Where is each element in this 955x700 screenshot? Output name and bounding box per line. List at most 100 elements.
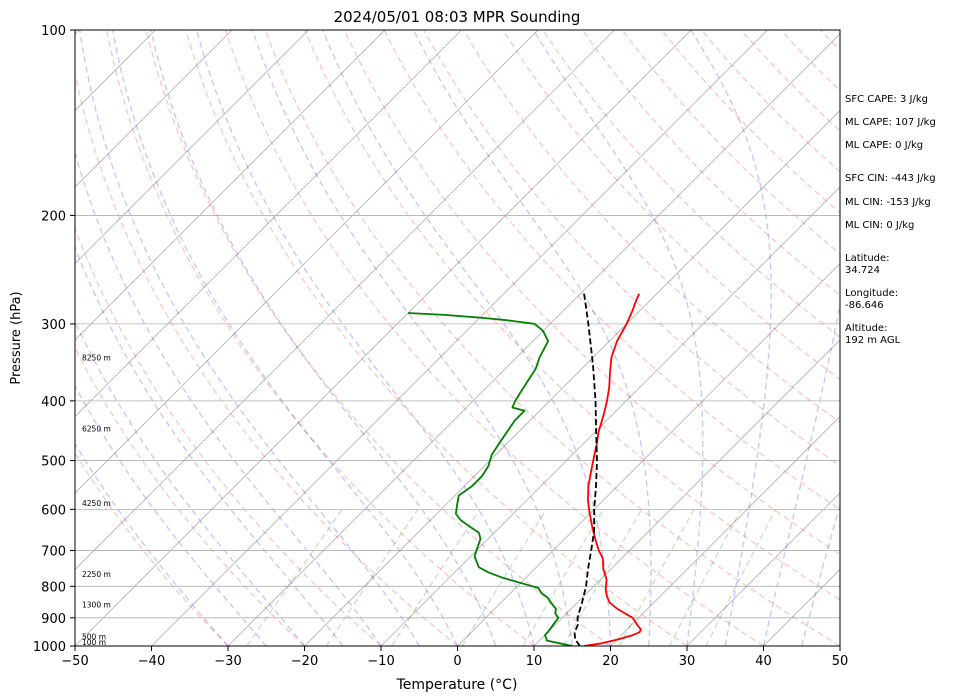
x-tick-label: 20: [602, 654, 619, 669]
height-label: 2250 m: [82, 570, 111, 579]
dry-adiabat-line: [185, 30, 688, 646]
profile-line: [573, 293, 598, 646]
x-axis: −50 −40 −30 −20 −10 0 10 20 30 40 50: [61, 646, 848, 669]
height-label: 4250 m: [82, 499, 111, 508]
moist-adiabat-line: [690, 30, 772, 646]
height-label: 500 m: [82, 633, 106, 642]
reference-lines: [0, 30, 840, 646]
dry-adiabat-line: [661, 30, 840, 214]
y-tick-label: 900: [41, 612, 66, 627]
x-tick-label: 10: [526, 654, 543, 669]
moist-adiabat-line: [195, 30, 535, 646]
isotherm-line: [75, 30, 692, 646]
annotation-text: SFC CAPE: 3 J/kg: [845, 94, 928, 105]
moist-adiabat-line: [412, 30, 652, 646]
moist-adiabat-line: [75, 150, 382, 646]
height-label: 6250 m: [82, 424, 111, 433]
mixing-ratio-line: [618, 508, 695, 646]
y-tick-label: 800: [41, 580, 66, 595]
x-tick-label: 0: [453, 654, 461, 669]
moist-adiabat-line: [150, 30, 497, 646]
x-tick-label: −40: [138, 654, 165, 669]
height-label: 100 m: [82, 638, 106, 647]
dry-adiabat-line: [423, 30, 840, 467]
x-axis-label: Temperature (°C): [396, 677, 518, 693]
dry-adiabat-line: [105, 30, 535, 646]
annotation-text: SFC CIN: -443 J/kg: [845, 173, 936, 184]
profile-line: [583, 293, 642, 646]
moist-adiabat-line: [251, 30, 573, 646]
y-tick-label: 500: [41, 455, 66, 470]
annotation-text: ML CIN: 0 J/kg: [845, 220, 915, 231]
dry-adiabat-line: [264, 30, 840, 646]
x-tick-label: −30: [214, 654, 241, 669]
isotherm-line: [75, 30, 539, 494]
isotherm-line: [686, 492, 840, 646]
dry-adiabat-line: [383, 30, 840, 511]
dry-adiabat-line: [304, 30, 840, 601]
mixing-ratio-line: [562, 508, 643, 646]
y-tick-label: 600: [41, 503, 66, 518]
dry-adiabat-line: [75, 226, 382, 646]
y-axis: 100 200 300 400 500 600 700 800 900 1000: [33, 24, 75, 655]
moist-adiabat-line: [79, 30, 420, 646]
isotherm-line: [227, 33, 840, 646]
dry-adiabat-line: [145, 30, 611, 646]
isotherm-line: [610, 415, 840, 646]
x-tick-label: −20: [291, 654, 318, 669]
annotation-text: ML CIN: -153 J/kg: [845, 197, 931, 208]
dry-adiabat-line: [224, 30, 764, 646]
x-tick-label: −50: [61, 654, 88, 669]
y-axis-label: Pressure (hPa): [9, 291, 24, 384]
isotherm-line: [0, 30, 3, 646]
isotherm-line: [533, 339, 840, 646]
x-tick-label: 30: [679, 654, 696, 669]
height-label: 8250 m: [82, 353, 111, 362]
mixing-ratio-line: [391, 508, 481, 646]
y-tick-label: 300: [41, 318, 66, 333]
profile-lines: [407, 293, 642, 646]
isotherm-line: [75, 30, 233, 188]
annotation-text: Longitude: -86.646: [845, 288, 899, 311]
isotherm-line: [75, 30, 462, 418]
y-tick-label: 100: [41, 24, 66, 39]
x-tick-label: 50: [832, 654, 849, 669]
x-tick-label: −10: [367, 654, 394, 669]
moist-adiabat-line: [75, 442, 229, 646]
mixing-ratio-line: [325, 508, 419, 646]
mixing-ratio-line: [522, 508, 605, 646]
annotation-text: ML CAPE: 107 J/kg: [845, 117, 936, 128]
isotherm-line: [75, 30, 615, 571]
moist-adiabat-line: [801, 502, 840, 646]
chart-title: 2024/05/01 08:03 MPR Sounding: [334, 8, 581, 26]
height-label: 1300 m: [82, 601, 111, 610]
dry-adiabat-line: [621, 30, 840, 255]
isotherm-line: [75, 30, 309, 265]
dry-adiabat-line: [343, 30, 840, 556]
moist-adiabat-line: [75, 245, 344, 646]
isotherm-line: [457, 262, 840, 646]
y-tick-label: 1000: [33, 640, 66, 655]
annotation-text: Altitude: 192 m AGL: [845, 323, 901, 346]
isotherm-line: [380, 186, 840, 646]
isotherm-line: [75, 30, 386, 341]
moist-adiabat-line: [532, 30, 704, 646]
isotherm-line: [151, 30, 768, 646]
moist-adiabat-line: [111, 30, 459, 646]
annotation-text: ML CAPE: 0 J/kg: [845, 140, 924, 151]
dry-adiabat-line: [502, 30, 840, 381]
pressure-gridlines: [75, 30, 840, 646]
mixing-ratio-line: [705, 509, 777, 646]
dry-adiabat-line: [75, 70, 458, 646]
profile-line: [407, 312, 573, 646]
y-tick-label: 700: [41, 545, 66, 560]
isotherm-line: [304, 109, 840, 646]
y-tick-label: 200: [41, 209, 66, 224]
plot-background: [75, 30, 840, 646]
mixing-ratio-line: [246, 508, 343, 646]
mixing-ratio-line: [668, 509, 742, 646]
y-tick-label: 400: [41, 395, 66, 410]
annotation-text: Latitude: 34.724: [845, 253, 890, 276]
